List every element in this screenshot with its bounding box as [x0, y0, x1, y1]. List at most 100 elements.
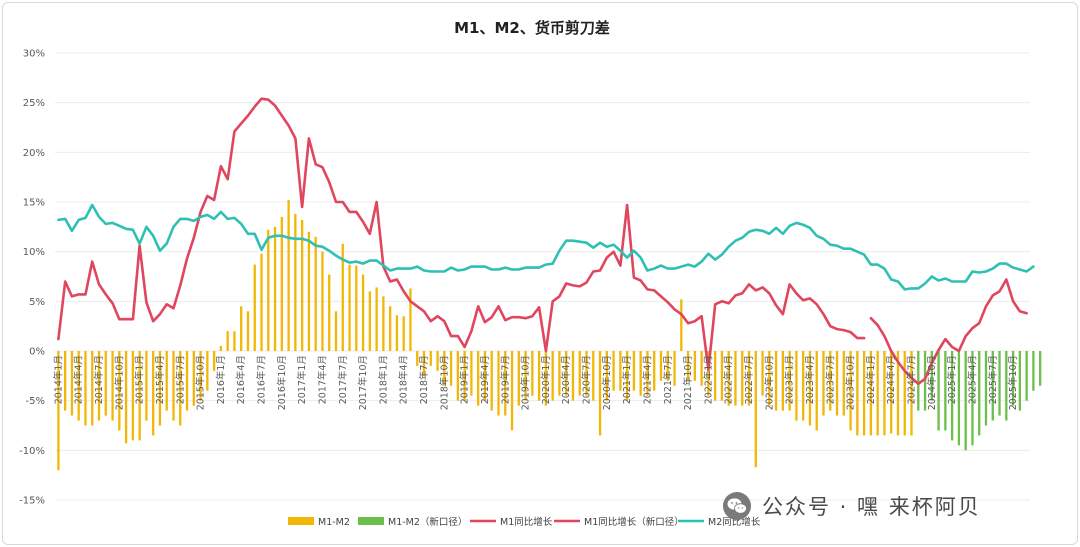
bar: [673, 351, 676, 386]
x-tick-label: 2014年7月: [93, 355, 105, 404]
bar: [179, 351, 182, 426]
x-tick-label: 2025年10月: [1007, 355, 1019, 410]
bar: [361, 274, 365, 351]
bar: [409, 288, 412, 351]
bar: [470, 351, 473, 396]
legend-label: M2同比增长: [708, 516, 761, 528]
bar: [70, 351, 74, 416]
x-tick-label: 2021年4月: [641, 355, 653, 404]
wechat-icon: [723, 492, 751, 520]
bar: [328, 274, 331, 351]
bar: [876, 351, 879, 436]
x-tick-label: 2023年4月: [804, 355, 816, 404]
bar: [152, 351, 155, 436]
legend-item: M1-M2（新口径）: [358, 516, 467, 528]
bar: [612, 351, 615, 391]
x-tick-label: 2022年10月: [763, 355, 775, 410]
legend-item: M1-M2: [288, 517, 350, 528]
bar: [294, 213, 297, 351]
bar: [829, 351, 832, 411]
bar: [950, 351, 954, 441]
x-tick-label: 2015年10月: [195, 355, 207, 410]
bar: [720, 351, 724, 401]
bar: [558, 351, 561, 396]
bar: [253, 264, 256, 351]
bar: [741, 351, 744, 406]
bar: [605, 351, 608, 401]
bar: [483, 351, 487, 401]
bar: [334, 311, 338, 351]
bar: [1005, 351, 1008, 421]
series-line: [869, 278, 1028, 386]
bar: [917, 351, 920, 411]
y-tick-label: 10%: [23, 247, 45, 258]
bar: [700, 351, 703, 386]
x-tick-label: 2021年7月: [662, 355, 674, 404]
bar: [240, 306, 243, 351]
x-tick-label: 2021年1月: [621, 355, 633, 404]
bar: [185, 351, 189, 411]
bar: [883, 351, 886, 436]
bar: [734, 351, 737, 406]
bar: [910, 351, 913, 436]
bar: [111, 351, 114, 421]
bar: [1025, 351, 1028, 401]
bar: [849, 351, 852, 431]
bar: [632, 351, 636, 391]
bar: [131, 351, 135, 441]
bar: [382, 296, 385, 351]
bar: [233, 331, 236, 351]
bar: [978, 351, 981, 436]
chart-title: M1、M2、货币剪刀差: [454, 19, 610, 37]
bar: [402, 316, 405, 351]
x-tick-label: 2022年7月: [743, 355, 755, 404]
x-tick-label: 2015年4月: [154, 355, 166, 404]
x-tick-label: 2016年4月: [235, 355, 247, 404]
bar: [416, 351, 419, 366]
bar: [693, 351, 696, 381]
x-tick-label: 2025年7月: [987, 355, 999, 404]
x-tick-label: 2024年10月: [926, 355, 938, 410]
bar: [158, 351, 162, 426]
bar: [77, 351, 80, 421]
x-tick-label: 2025年1月: [946, 355, 958, 404]
y-tick-label: 30%: [23, 49, 45, 60]
bar: [226, 331, 229, 351]
bar: [754, 351, 757, 468]
bar: [619, 351, 622, 391]
x-tick-label: 2022年4月: [723, 355, 735, 404]
y-tick-label: -5%: [26, 396, 45, 407]
bar: [1018, 351, 1021, 411]
bar: [57, 351, 60, 471]
x-tick-label: 2016年7月: [256, 355, 268, 404]
x-tick-label: 2018年4月: [398, 355, 410, 404]
bar: [504, 351, 507, 416]
bar: [571, 351, 575, 401]
bar: [795, 351, 798, 421]
bar: [341, 243, 344, 351]
bar: [267, 229, 270, 351]
bar: [104, 351, 107, 416]
bar: [497, 351, 500, 416]
x-tick-label: 2025年4月: [966, 355, 978, 404]
bar: [91, 351, 94, 426]
x-tick-label: 2023年10月: [845, 355, 857, 410]
x-tick-label: 2024年4月: [885, 355, 897, 404]
bar: [389, 306, 392, 351]
bar: [544, 351, 548, 406]
x-tick-label: 2019年4月: [479, 355, 491, 404]
y-tick-label: 25%: [23, 98, 45, 109]
bar: [477, 351, 480, 406]
x-tick-label: 2018年7月: [418, 355, 430, 404]
bar: [219, 346, 223, 351]
bar: [145, 351, 148, 421]
bar: [355, 265, 358, 351]
bar: [172, 351, 175, 421]
legend-swatch: [358, 517, 384, 525]
bar: [788, 351, 791, 411]
bar: [802, 351, 805, 421]
bar: [984, 351, 988, 426]
x-tick-label: 2015年1月: [134, 355, 146, 404]
